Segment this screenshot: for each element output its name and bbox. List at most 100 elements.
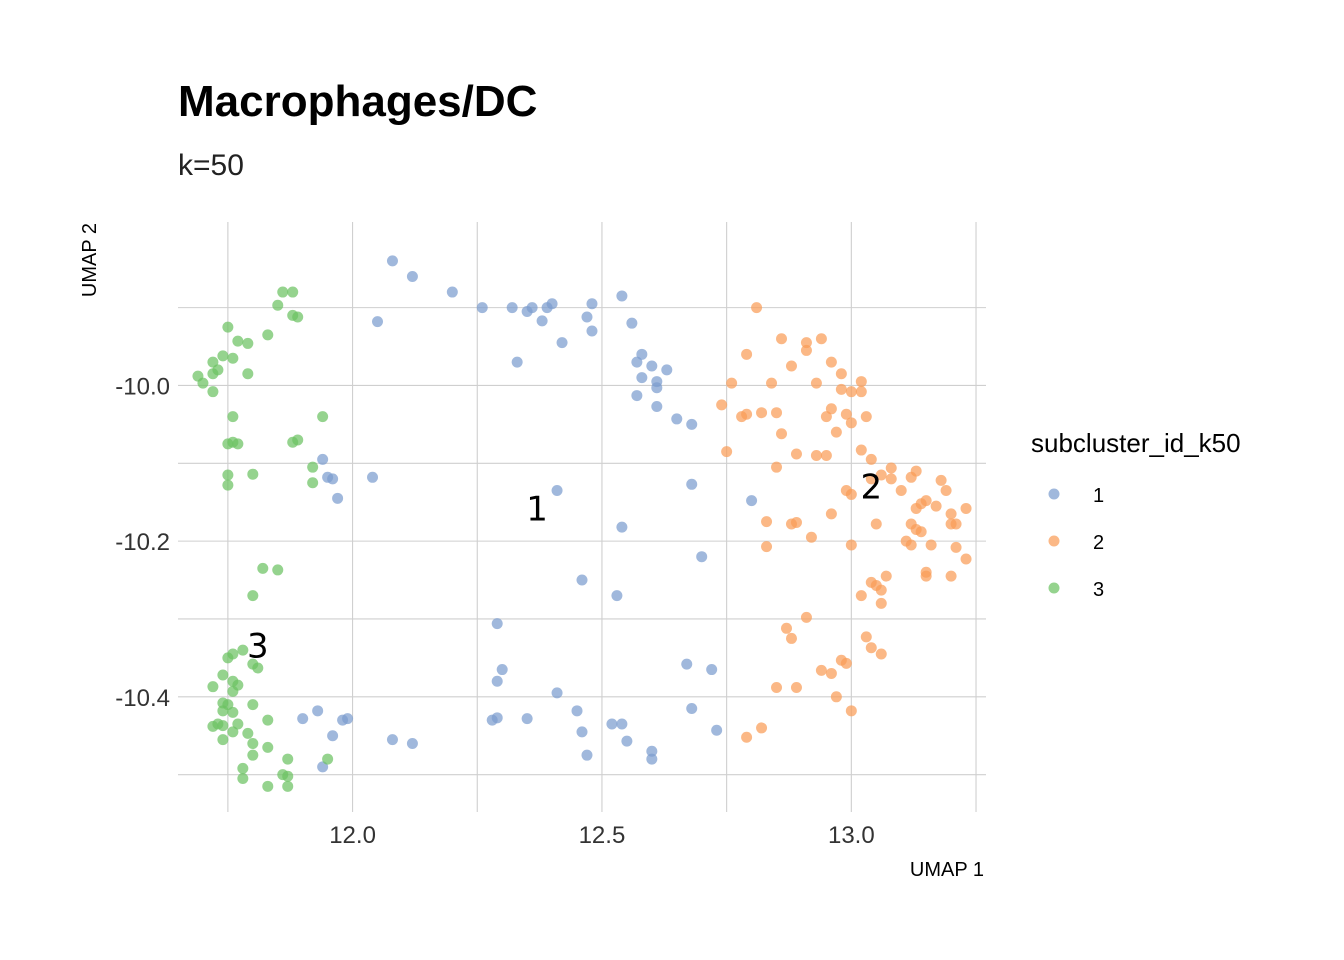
- data-point-cluster-1: [581, 311, 593, 323]
- data-point-cluster-3: [217, 350, 229, 362]
- data-point-cluster-3: [237, 644, 249, 656]
- data-point-cluster-1: [636, 372, 648, 384]
- data-point-cluster-2: [800, 611, 812, 623]
- data-point-cluster-2: [721, 446, 733, 458]
- data-point-cluster-2: [805, 531, 817, 543]
- data-point-cluster-3: [232, 438, 244, 450]
- data-point-cluster-2: [825, 667, 837, 679]
- data-point-cluster-2: [815, 333, 827, 345]
- data-point-cluster-3: [237, 773, 249, 785]
- legend-key-3: [1048, 582, 1060, 594]
- data-point-cluster-1: [556, 337, 568, 349]
- data-point-cluster-1: [661, 364, 673, 376]
- data-point-cluster-1: [616, 521, 628, 533]
- data-point-cluster-2: [885, 473, 897, 485]
- data-point-cluster-1: [631, 356, 643, 368]
- data-point-cluster-1: [646, 360, 658, 372]
- data-point-cluster-3: [287, 436, 299, 448]
- data-point-cluster-3: [247, 468, 259, 480]
- data-point-cluster-2: [726, 377, 738, 389]
- data-point-cluster-2: [855, 444, 867, 456]
- x-axis-title: UMAP 1: [910, 859, 984, 881]
- data-point-cluster-1: [631, 390, 643, 402]
- data-point-cluster-3: [227, 726, 239, 738]
- data-point-cluster-1: [646, 745, 658, 757]
- data-point-cluster-3: [207, 356, 219, 368]
- data-point-cluster-3: [227, 706, 239, 718]
- chart-subtitle: k=50: [178, 149, 244, 182]
- data-point-cluster-1: [636, 348, 648, 360]
- data-point-cluster-1: [621, 735, 633, 747]
- data-point-cluster-2: [935, 474, 947, 486]
- data-point-cluster-3: [207, 386, 219, 398]
- data-point-cluster-3: [272, 564, 284, 576]
- data-point-cluster-1: [551, 485, 563, 497]
- data-point-cluster-1: [551, 687, 563, 699]
- data-point-cluster-1: [312, 705, 324, 717]
- data-point-cluster-3: [247, 738, 259, 750]
- data-point-cluster-3: [292, 311, 304, 323]
- data-point-cluster-1: [706, 664, 718, 676]
- data-point-cluster-3: [262, 780, 274, 792]
- data-point-cluster-3: [207, 720, 219, 732]
- data-point-cluster-1: [611, 590, 623, 602]
- data-point-cluster-2: [895, 485, 907, 497]
- data-point-cluster-3: [247, 590, 259, 602]
- data-point-cluster-2: [825, 356, 837, 368]
- data-point-cluster-3: [262, 329, 274, 341]
- legend-key-2: [1048, 535, 1060, 547]
- data-point-cluster-2: [870, 518, 882, 530]
- legend-title: subcluster_id_k50: [1031, 428, 1241, 458]
- data-point-cluster-2: [885, 462, 897, 474]
- data-point-cluster-2: [830, 426, 842, 438]
- data-point-cluster-2: [920, 570, 932, 582]
- data-point-cluster-2: [875, 584, 887, 596]
- data-point-cluster-2: [840, 408, 852, 420]
- cluster-labels: 1 2 3: [247, 468, 882, 667]
- data-point-cluster-2: [905, 471, 917, 483]
- data-point-cluster-1: [581, 749, 593, 761]
- data-point-cluster-3: [282, 770, 294, 782]
- data-point-cluster-2: [776, 333, 788, 345]
- data-point-cluster-2: [820, 411, 832, 423]
- data-point-cluster-3: [217, 734, 229, 746]
- data-points: [192, 255, 972, 792]
- data-point-cluster-1: [491, 712, 503, 724]
- data-point-cluster-2: [875, 597, 887, 609]
- data-point-cluster-2: [761, 541, 773, 553]
- data-point-cluster-2: [905, 539, 917, 551]
- data-point-cluster-1: [342, 713, 354, 725]
- data-point-cluster-3: [227, 685, 239, 697]
- data-point-cluster-2: [800, 344, 812, 356]
- data-point-cluster-2: [845, 705, 857, 717]
- data-point-cluster-2: [940, 485, 952, 497]
- data-point-cluster-2: [915, 526, 927, 538]
- data-point-cluster-3: [282, 780, 294, 792]
- data-point-cluster-2: [810, 377, 822, 389]
- data-point-cluster-2: [865, 642, 877, 654]
- data-point-cluster-1: [576, 574, 588, 586]
- data-point-cluster-2: [790, 448, 802, 460]
- data-point-cluster-1: [616, 718, 628, 730]
- data-point-cluster-2: [930, 500, 942, 512]
- data-point-cluster-1: [646, 753, 658, 765]
- data-point-cluster-1: [576, 726, 588, 738]
- data-point-cluster-2: [820, 450, 832, 462]
- data-point-cluster-1: [491, 675, 503, 687]
- data-point-cluster-3: [242, 337, 254, 349]
- data-point-cluster-1: [586, 325, 598, 337]
- data-point-cluster-2: [845, 386, 857, 398]
- y-axis-title: UMAP 2: [79, 223, 101, 297]
- data-point-cluster-2: [945, 518, 957, 530]
- data-point-cluster-2: [825, 403, 837, 415]
- data-point-cluster-3: [257, 562, 269, 574]
- data-point-cluster-1: [536, 315, 548, 327]
- data-point-cluster-3: [222, 321, 234, 333]
- x-tick-label: 13.0: [828, 822, 875, 849]
- data-point-cluster-1: [671, 413, 683, 425]
- data-point-cluster-3: [247, 699, 259, 711]
- data-point-cluster-2: [815, 664, 827, 676]
- data-point-cluster-2: [771, 407, 783, 419]
- x-tick-label: 12.5: [579, 822, 626, 849]
